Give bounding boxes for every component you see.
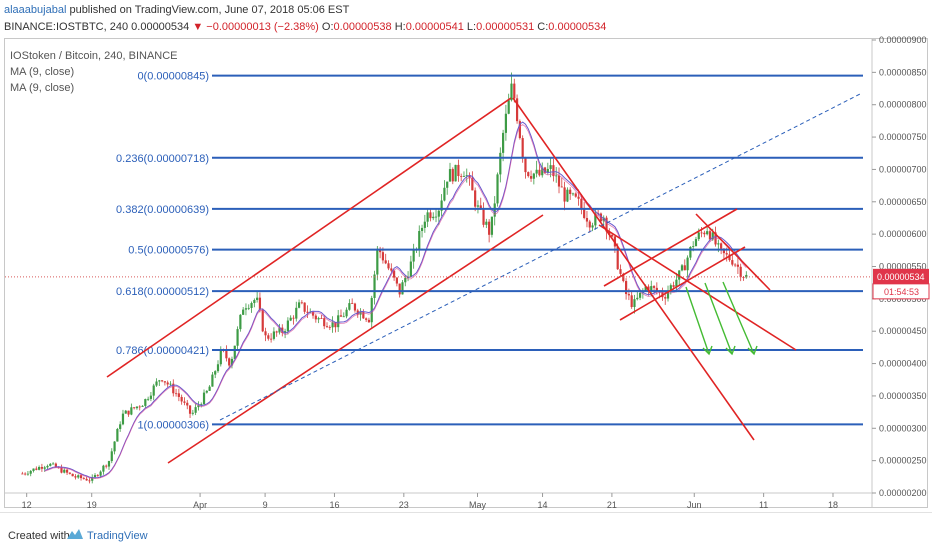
symbol-label: BINANCE:IOSTBTC, 240: [4, 21, 129, 33]
last-price: 0.00000534: [131, 21, 190, 33]
high-value: 0.00000541: [405, 21, 464, 33]
low-value: 0.00000531: [476, 21, 535, 33]
published-text: published on TradingView.com, June 07, 2…: [69, 4, 350, 16]
tradingview-logo-icon: [67, 529, 83, 539]
price-change: −0.00000013 (−2.38%): [206, 21, 319, 33]
open-label: O:: [321, 21, 334, 33]
legend-ma-2[interactable]: MA (9, close): [10, 82, 75, 94]
legend-ma-1[interactable]: MA (9, close): [10, 66, 75, 78]
publication-line: alaaabujabal published on TradingView.co…: [4, 4, 349, 16]
author-link[interactable]: alaaabujabal: [4, 4, 67, 16]
footer: Created with TradingView: [0, 512, 932, 551]
created-with-text: Created with: [8, 530, 70, 542]
top-bar: alaaabujabal published on TradingView.co…: [0, 0, 932, 36]
low-label: L:: [466, 21, 477, 33]
close-value: 0.00000534: [548, 21, 607, 33]
chart-legend: IOStoken / Bitcoin, 240, BINANCE MA (9, …: [10, 48, 178, 96]
legend-title: IOStoken / Bitcoin, 240, BINANCE: [10, 50, 178, 62]
symbol-info-line: BINANCE:IOSTBTC, 240 0.00000534 ▼ −0.000…: [4, 21, 606, 33]
tradingview-brand[interactable]: TradingView: [87, 530, 148, 542]
chart-frame[interactable]: [4, 38, 928, 508]
open-value: 0.00000538: [333, 21, 392, 33]
close-label: C:: [537, 21, 549, 33]
high-label: H:: [394, 21, 406, 33]
down-arrow-icon: ▼: [192, 21, 204, 33]
